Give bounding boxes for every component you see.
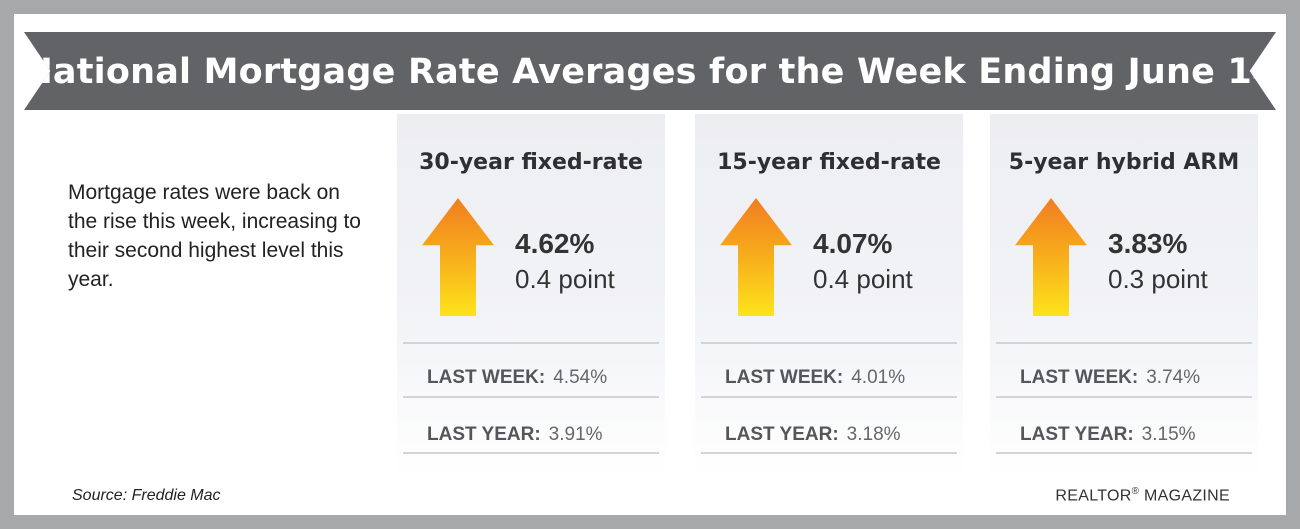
last-week-row: LAST WEEK: 4.01%	[725, 367, 953, 389]
column-title: 30-year fixed-rate	[419, 150, 643, 175]
brand-name: REALTOR	[1055, 487, 1132, 505]
page-title: National Mortgage Rate Averages for the …	[23, 52, 1277, 92]
last-year-row: LAST YEAR: 3.18%	[725, 424, 953, 446]
last-year-label: LAST YEAR:	[427, 424, 541, 445]
column-title: 15-year fixed-rate	[717, 150, 941, 175]
last-week-value: 4.01%	[851, 367, 906, 388]
divider	[996, 452, 1252, 454]
current-rate: 4.07%	[813, 228, 893, 259]
current-rate: 3.83%	[1108, 228, 1188, 259]
last-year-value: 3.91%	[548, 424, 603, 445]
infographic-card: National Mortgage Rate Averages for the …	[14, 14, 1286, 515]
last-week-row: LAST WEEK: 3.74%	[1020, 367, 1248, 389]
rate-column-30-year: 30-year fixed-rate 4.62% 0.4 point LAST …	[397, 114, 665, 478]
title-banner: National Mortgage Rate Averages for the …	[24, 32, 1276, 110]
divider	[701, 452, 957, 454]
last-week-label: LAST WEEK:	[427, 367, 546, 388]
last-week-label: LAST WEEK:	[1020, 367, 1139, 388]
divider	[701, 342, 957, 344]
last-year-row: LAST YEAR: 3.15%	[1020, 424, 1248, 446]
up-arrow-icon	[1015, 198, 1087, 316]
last-year-label: LAST YEAR:	[1020, 424, 1134, 445]
last-year-row: LAST YEAR: 3.91%	[427, 424, 655, 446]
current-rate: 4.62%	[515, 228, 595, 259]
last-year-label: LAST YEAR:	[725, 424, 839, 445]
up-arrow-icon	[720, 198, 792, 316]
brand-logo: REALTOR® MAGAZINE	[1055, 486, 1230, 505]
rate-change: 0.4 point	[515, 264, 615, 294]
rate-change: 0.4 point	[813, 264, 913, 294]
up-arrow-icon	[422, 198, 494, 316]
divider	[996, 396, 1252, 398]
source-note: Source: Freddie Mac	[72, 487, 221, 504]
divider	[403, 396, 659, 398]
intro-text: Mortgage rates were back on the rise thi…	[68, 181, 361, 291]
last-week-row: LAST WEEK: 4.54%	[427, 367, 655, 389]
last-week-label: LAST WEEK:	[725, 367, 844, 388]
divider	[403, 342, 659, 344]
last-week-value: 3.74%	[1146, 367, 1201, 388]
divider	[701, 396, 957, 398]
rate-column-5-year-arm: 5-year hybrid ARM 3.83% 0.3 point LAST W…	[990, 114, 1258, 478]
last-year-value: 3.18%	[846, 424, 901, 445]
rate-change: 0.3 point	[1108, 264, 1208, 294]
divider	[403, 452, 659, 454]
column-title: 5-year hybrid ARM	[1008, 150, 1240, 175]
rate-column-15-year: 15-year fixed-rate 4.07% 0.4 point LAST …	[695, 114, 963, 478]
brand-suffix: MAGAZINE	[1139, 487, 1230, 505]
last-year-value: 3.15%	[1141, 424, 1196, 445]
divider	[996, 342, 1252, 344]
registered-mark: ®	[1131, 486, 1140, 497]
last-week-value: 4.54%	[553, 367, 608, 388]
